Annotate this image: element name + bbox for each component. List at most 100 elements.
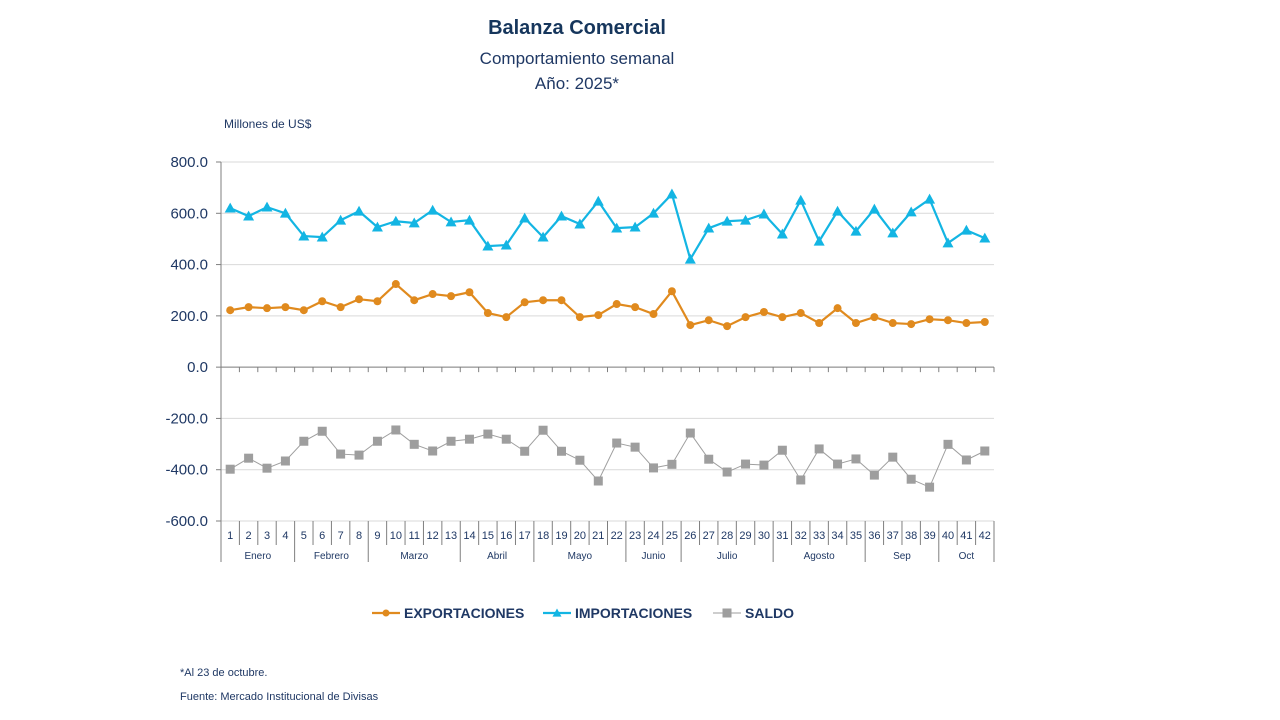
y-axis-label: Millones de US$ [224,117,312,131]
exportaciones-point [539,296,548,305]
y-tick-label: 800.0 [170,154,208,171]
exportaciones-point [980,318,989,327]
saldo-point [667,459,677,469]
month-label: Agosto [804,551,836,562]
importaciones-point [555,210,567,221]
month-label: Oct [959,551,975,562]
x-tick-label: 17 [519,530,531,542]
importaciones-point [629,221,641,232]
exportaciones-point [575,313,584,322]
footnote: *Al 23 de octubre. [180,667,267,679]
saldo-point [593,476,603,486]
x-tick-label: 31 [776,530,788,542]
x-tick-label: 20 [574,530,586,542]
x-tick-label: 19 [555,530,567,542]
importaciones-point [592,195,604,206]
exportaciones-point [281,303,290,312]
importaciones-point [924,193,936,204]
importaciones-point [390,215,402,226]
importaciones-point [868,203,880,214]
saldo-point [280,456,290,466]
x-tick-label: 41 [960,530,972,542]
series-exportaciones [226,280,989,331]
month-label: Abril [487,551,507,562]
x-tick-label: 33 [813,530,825,542]
exportaciones-point [612,300,621,309]
saldo-point [244,453,254,463]
x-tick-label: 39 [923,530,935,542]
month-label: Julio [717,551,738,562]
month-label: Sep [893,551,911,562]
exportaciones-point [667,287,676,296]
x-tick-label: 22 [611,530,623,542]
legend-label: SALDO [745,605,794,621]
exportaciones-point [759,308,768,317]
importaciones-point [224,202,236,213]
month-label: Enero [244,551,271,562]
x-tick-label: 12 [427,530,439,542]
x-tick-label: 42 [979,530,991,542]
month-label: Junio [642,551,666,562]
saldo-point [501,434,511,444]
x-tick-label: 29 [739,530,751,542]
importaciones-point [703,222,715,233]
chart-year: Año: 2025* [535,74,620,93]
series-group [224,188,991,492]
importaciones-point [463,214,475,225]
x-tick-label: 24 [647,530,659,542]
exportaciones-point [962,319,971,328]
importaciones-point [905,206,917,217]
x-tick-label: 15 [482,530,494,542]
saldo-point [575,455,585,465]
y-tick-label: 400.0 [170,257,208,274]
y-tick-label: -600.0 [165,513,208,530]
saldo-point [906,474,916,484]
exportaciones-point [925,315,934,324]
saldo-point [851,454,861,464]
y-tick-label: 0.0 [187,359,208,376]
importaciones-point [500,239,512,250]
x-tick-label: 36 [868,530,880,542]
exportaciones-point [704,316,713,325]
exportaciones-point [649,310,658,319]
chart-subtitle: Comportamiento semanal [480,49,675,68]
x-tick-label: 34 [831,530,843,542]
saldo-point [317,426,327,436]
saldo-point [372,436,382,446]
exportaciones-point [741,313,750,322]
y-tick-label: -400.0 [165,462,208,479]
exportaciones-point [483,309,492,318]
exportaciones-point [907,320,916,329]
importaciones-point [648,207,660,218]
importaciones-point [611,222,623,233]
exportaciones-point [557,296,566,305]
legend-marker-exportaciones [382,609,390,617]
x-tick-label: 13 [445,530,457,542]
saldo-point [612,438,622,448]
saldo-point [538,425,548,435]
x-tick-label: 2 [246,530,252,542]
importaciones-point [684,253,696,264]
x-tick-label: 3 [264,530,270,542]
saldo-point [336,449,346,459]
importaciones-point [261,201,273,212]
importaciones-point [721,215,733,226]
exportaciones-point [888,319,897,328]
saldo-point [980,446,990,456]
legend-label: EXPORTACIONES [404,605,524,621]
importaciones-point [353,205,365,216]
saldo-point [777,445,787,455]
saldo-point [446,436,456,446]
x-tick-label: 8 [356,530,362,542]
importaciones-point [298,230,310,241]
saldo-point [520,446,530,456]
saldo-point [354,450,364,460]
x-tick-label: 35 [850,530,862,542]
importaciones-point [850,225,862,236]
x-tick-label: 11 [409,530,420,542]
importaciones-point [574,218,586,229]
series-importaciones [224,188,991,264]
exportaciones-point [410,296,419,305]
exportaciones-point [318,297,327,306]
